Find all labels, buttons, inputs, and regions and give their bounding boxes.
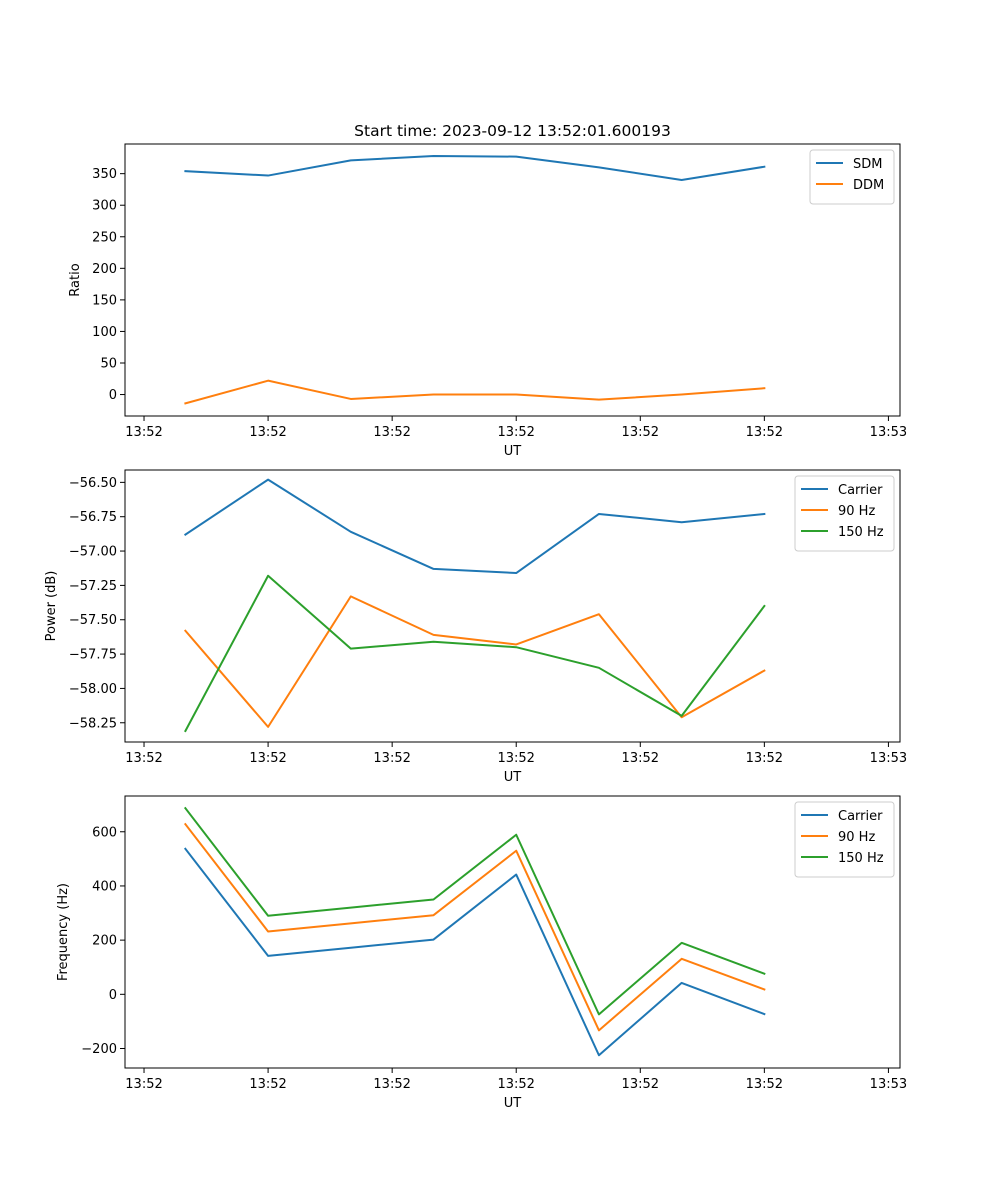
power-legend-box: [794, 475, 895, 552]
power-y-tick-label: −58.25: [69, 716, 117, 731]
frequency-legend-label: 90 Hz: [838, 830, 875, 845]
power-x-tick-label: 13:53: [870, 751, 907, 766]
frequency-legend-box: [794, 801, 895, 878]
frequency-series-line-90-hz: [183, 822, 766, 1032]
frequency-legend-label: 150 Hz: [838, 851, 884, 866]
frequency-y-axis-label: Frequency (Hz): [56, 883, 71, 981]
frequency-axes-frame: [124, 795, 901, 1069]
frequency-y-tick-label: 200: [92, 934, 117, 949]
frequency-x-axis-label: UT: [504, 1096, 522, 1111]
frequency-y-tick-label: 600: [92, 825, 117, 840]
power-x-axis-label: UT: [504, 770, 522, 785]
frequency-legend-label: Carrier: [838, 809, 883, 824]
ratio-y-tick-label: 100: [92, 325, 117, 340]
power-x-tick-label: 13:52: [746, 751, 783, 766]
power-y-tick-label: −56.50: [69, 476, 117, 491]
power-legend-label: 90 Hz: [838, 504, 875, 519]
power-y-tick-label: −58.00: [69, 682, 117, 697]
ratio-x-tick-label: 13:52: [249, 425, 286, 440]
power-y-tick-label: −57.00: [69, 545, 117, 560]
power-legend-label: 150 Hz: [838, 525, 884, 540]
ratio-y-tick-label: 0: [109, 388, 117, 403]
power-legend-label: Carrier: [838, 483, 883, 498]
ratio-y-tick-label: 200: [92, 262, 117, 277]
frequency-x-tick-label: 13:52: [497, 1077, 534, 1092]
ratio-y-tick-label: 350: [92, 167, 117, 182]
power-x-tick-label: 13:52: [373, 751, 410, 766]
ratio-y-tick-label: 150: [92, 293, 117, 308]
power-x-tick-label: 13:52: [125, 751, 162, 766]
frequency-x-tick-label: 13:52: [249, 1077, 286, 1092]
figure-title: Start time: 2023-09-12 13:52:01.600193: [354, 122, 671, 140]
ratio-legend-label: DDM: [853, 178, 884, 193]
ratio-x-tick-label: 13:52: [373, 425, 410, 440]
power-y-tick-label: −56.75: [69, 510, 117, 525]
power-series-line-carrier: [183, 478, 766, 575]
frequency-x-tick-label: 13:52: [622, 1077, 659, 1092]
ratio-x-tick-label: 13:52: [125, 425, 162, 440]
power-x-tick-label: 13:52: [622, 751, 659, 766]
ratio-x-tick-label: 13:52: [746, 425, 783, 440]
ratio-x-tick-label: 13:52: [622, 425, 659, 440]
ratio-axes-frame: [124, 143, 901, 417]
frequency-panel: 13:52 13:52 13:52 13:52 13:52 13:52 13:53 −200 0…: [56, 795, 907, 1111]
power-x-tick-label: 13:52: [249, 751, 286, 766]
frequency-y-tick-label: −200: [81, 1042, 117, 1057]
ratio-y-tick-label: 50: [100, 356, 117, 371]
frequency-series-line-carrier: [183, 847, 766, 1057]
power-x-tick-label: 13:52: [497, 751, 534, 766]
power-y-axis-label: Power (dB): [44, 571, 59, 642]
ratio-series-line-ddm: [184, 379, 766, 405]
ratio-x-axis-label: UT: [504, 444, 522, 459]
frequency-y-tick-label: 0: [109, 988, 117, 1003]
frequency-x-tick-label: 13:53: [870, 1077, 907, 1092]
power-axes-frame: [124, 469, 901, 743]
ratio-y-tick-label: 250: [92, 230, 117, 245]
ratio-legend-label: SDM: [853, 157, 882, 172]
power-y-tick-label: −57.75: [69, 648, 117, 663]
power-panel: 13:52 13:52 13:52 13:52 13:52 13:52 13:53 −58.2…: [44, 469, 907, 785]
power-series-line-150-hz: [184, 574, 766, 733]
frequency-x-tick-label: 13:52: [746, 1077, 783, 1092]
ratio-y-axis-label: Ratio: [68, 263, 83, 296]
power-series-line-90-hz: [183, 595, 766, 728]
ratio-x-tick-label: 13:52: [497, 425, 534, 440]
frequency-x-tick-label: 13:52: [373, 1077, 410, 1092]
frequency-x-tick-label: 13:52: [125, 1077, 162, 1092]
ratio-x-tick-label: 13:53: [870, 425, 907, 440]
frequency-y-tick-label: 400: [92, 879, 117, 894]
frequency-series-line-150-hz: [183, 806, 766, 1016]
ratio-panel: 13:52 13:52 13:52 13:52 13:52 13:52 13:53 0 50 10…: [68, 143, 907, 459]
power-y-tick-label: −57.50: [69, 613, 117, 628]
power-y-tick-label: −57.25: [69, 579, 117, 594]
ratio-series-line-sdm: [184, 154, 766, 181]
ratio-y-tick-label: 300: [92, 199, 117, 214]
